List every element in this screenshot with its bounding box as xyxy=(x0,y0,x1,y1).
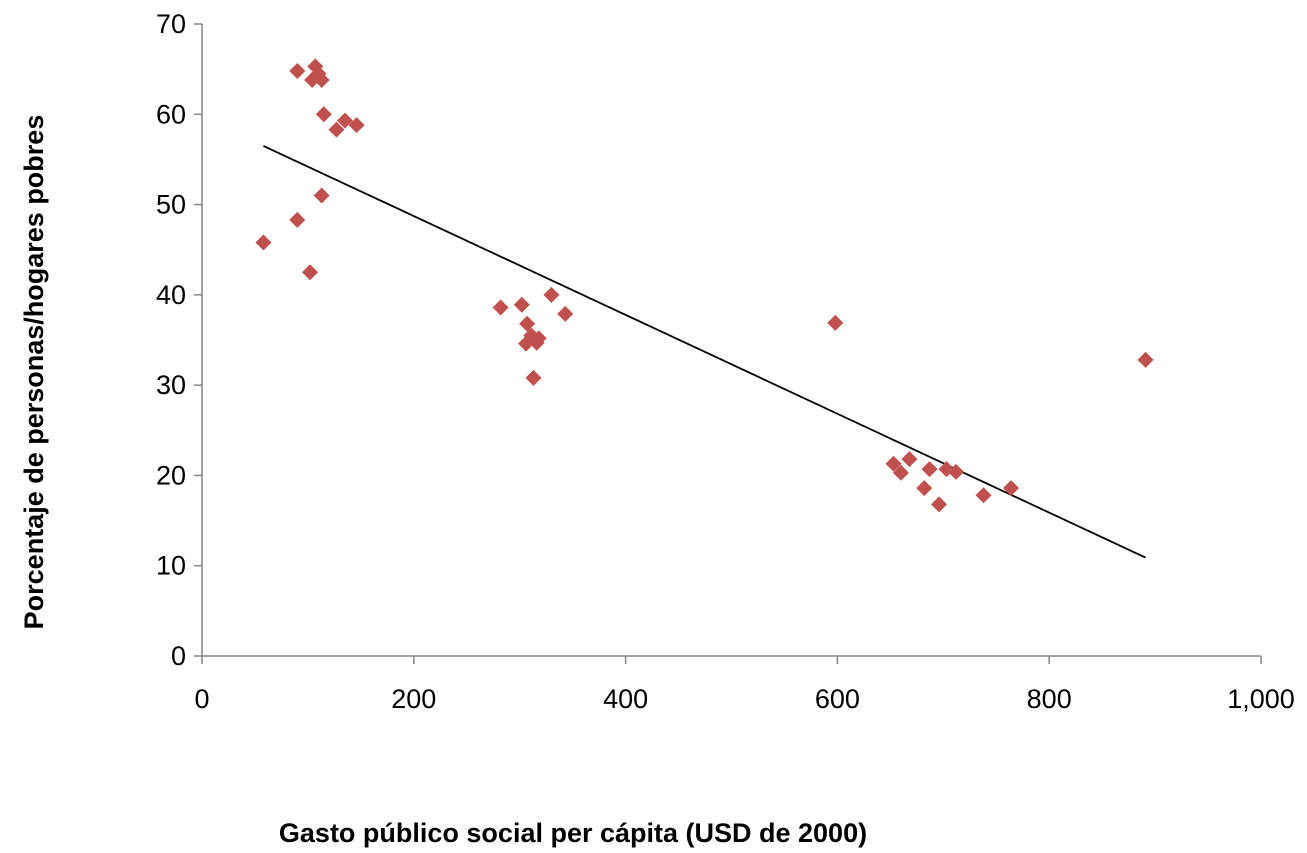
scatter-point xyxy=(315,106,332,123)
y-axis-title: Porcentaje de personas/hogares pobres xyxy=(19,115,49,630)
scatter-point xyxy=(931,496,948,513)
scatter-point xyxy=(348,117,365,134)
scatter-point xyxy=(916,480,933,497)
data-points xyxy=(255,58,1154,513)
scatter-point xyxy=(530,330,547,347)
scatter-point xyxy=(975,487,992,504)
scatter-point xyxy=(543,286,560,303)
x-tick-label: 800 xyxy=(1027,684,1072,714)
scatter-point xyxy=(313,71,330,88)
tick-labels: 0 10 20 30 40 50 60 70 0 200 400 600 800 1,000 xyxy=(156,9,1295,714)
scatter-point xyxy=(557,305,574,322)
y-tick-label: 10 xyxy=(156,551,186,581)
x-tick-label: 1,000 xyxy=(1227,684,1295,714)
scatter-point xyxy=(885,455,902,472)
scatter-point xyxy=(492,299,509,316)
scatter-point xyxy=(948,463,965,480)
y-tick-label: 70 xyxy=(156,9,186,39)
y-tick-label: 50 xyxy=(156,190,186,220)
trendline-group xyxy=(263,145,1146,559)
y-tick-label: 20 xyxy=(156,460,186,490)
scatter-point xyxy=(313,187,330,204)
scatter-point xyxy=(901,451,918,468)
scatter-point xyxy=(1137,351,1154,368)
scatter-point xyxy=(921,461,938,478)
axes xyxy=(194,23,1262,664)
y-tick-label: 0 xyxy=(171,641,186,671)
x-tick-label: 400 xyxy=(603,684,648,714)
y-tick-label: 30 xyxy=(156,370,186,400)
scatter-point xyxy=(1003,480,1020,497)
scatter-point xyxy=(289,211,306,228)
scatter-point xyxy=(302,264,319,281)
scatter-point xyxy=(289,62,306,79)
x-tick-label: 600 xyxy=(815,684,860,714)
trendline xyxy=(263,145,1146,559)
x-axis-title: Gasto público social per cápita (USD de … xyxy=(279,818,867,848)
scatter-point xyxy=(513,296,530,313)
scatter-point xyxy=(255,234,272,251)
scatter-point xyxy=(336,112,353,129)
scatter-point xyxy=(827,314,844,331)
x-tick-label: 200 xyxy=(391,684,436,714)
scatter-point xyxy=(328,121,345,138)
scatter-point xyxy=(525,369,542,386)
x-tick-label: 0 xyxy=(194,684,209,714)
y-tick-label: 40 xyxy=(156,280,186,310)
scatter-point xyxy=(892,464,909,481)
y-tick-label: 60 xyxy=(156,99,186,129)
